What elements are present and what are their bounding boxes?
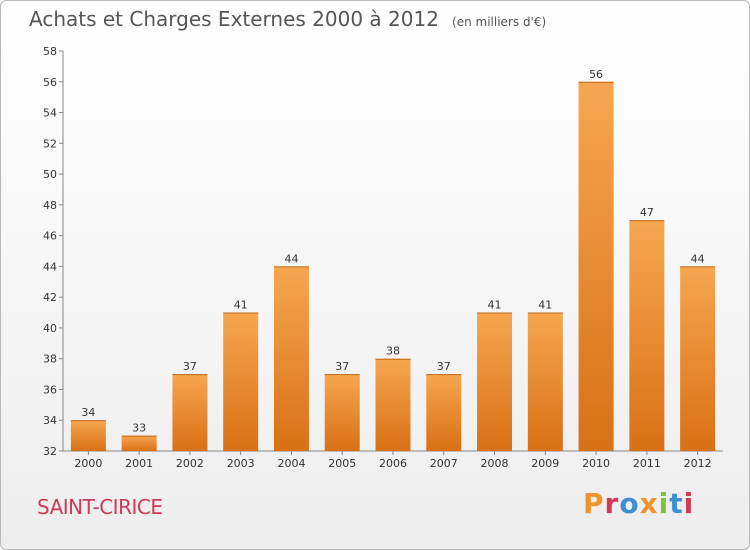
y-tick-label: 40 [43, 322, 57, 335]
y-tick-label: 44 [43, 260, 57, 273]
bar-value-label: 34 [81, 406, 95, 419]
y-tick-label: 50 [43, 168, 57, 181]
logo-letter: t [669, 487, 684, 520]
x-tick-label: 2007 [430, 457, 458, 470]
bar-2009 [527, 312, 563, 451]
logo-letter: r [604, 487, 620, 520]
chart-title: Achats et Charges Externes 2000 à 2012 [29, 7, 439, 31]
x-tick-label: 2003 [227, 457, 255, 470]
bar-value-label: 37 [335, 360, 349, 373]
bar-2008 [477, 312, 513, 451]
bar-2005 [324, 374, 360, 451]
y-tick-label: 48 [43, 199, 57, 212]
x-tick-label: 2000 [74, 457, 102, 470]
bar-value-label: 33 [132, 422, 146, 435]
y-tick-label: 52 [43, 137, 57, 150]
bar-2010 [578, 81, 614, 452]
bar-2006 [375, 358, 411, 451]
commune-name: SAINT-CIRICE [37, 495, 163, 519]
logo-letter: x [639, 487, 659, 520]
x-tick-label: 2009 [531, 457, 559, 470]
bar-value-label: 44 [691, 252, 705, 265]
x-tick-label: 2011 [633, 457, 661, 470]
bar-2000 [70, 420, 106, 451]
bar-2011 [629, 220, 665, 451]
logo-letter: i [658, 487, 670, 520]
chart-bars [70, 81, 716, 452]
bar-value-label: 37 [437, 360, 451, 373]
y-tick-label: 38 [43, 353, 57, 366]
x-tick-label: 2006 [379, 457, 407, 470]
title-row: Achats et Charges Externes 2000 à 2012 (… [29, 7, 546, 31]
bar-value-label: 47 [640, 206, 654, 219]
y-tick-label: 36 [43, 383, 57, 396]
x-tick-label: 2004 [277, 457, 305, 470]
chart-subtitle: (en milliers d'€) [452, 15, 547, 29]
bar-value-label: 56 [589, 68, 603, 81]
bar-2007 [426, 374, 462, 451]
y-tick-label: 54 [43, 107, 57, 120]
x-tick-label: 2005 [328, 457, 356, 470]
bar-value-label: 41 [488, 299, 502, 312]
bar-2004 [273, 266, 309, 451]
x-tick-label: 2012 [684, 457, 712, 470]
bar-2003 [223, 312, 259, 451]
logo-letter: P [583, 487, 605, 520]
x-tick-label: 2002 [176, 457, 204, 470]
bar-2001 [121, 435, 157, 451]
bar-value-label: 44 [284, 252, 298, 265]
proxiti-logo: Proxiti [583, 487, 694, 520]
y-tick-label: 34 [43, 414, 57, 427]
y-tick-label: 58 [43, 45, 57, 58]
y-tick-label: 32 [43, 445, 57, 458]
chart-labels: 34 2000 33 2001 37 2002 41 2003 44 2004 37 2005 38 20… [74, 68, 711, 470]
y-tick-label: 56 [43, 76, 57, 89]
bar-2002 [172, 374, 208, 451]
bar-value-label: 41 [538, 299, 552, 312]
chart-axes: 32 34 36 38 40 42 44 46 48 50 52 54 56 58 [43, 45, 723, 458]
bar-value-label: 38 [386, 345, 400, 358]
logo-letter: o [619, 487, 640, 520]
x-tick-label: 2001 [125, 457, 153, 470]
bar-2012 [680, 266, 716, 451]
logo-letter: i [683, 487, 695, 520]
bar-value-label: 41 [234, 299, 248, 312]
y-tick-label: 46 [43, 230, 57, 243]
x-tick-label: 2008 [481, 457, 509, 470]
x-tick-label: 2010 [582, 457, 610, 470]
bar-value-label: 37 [183, 360, 197, 373]
y-tick-label: 42 [43, 291, 57, 304]
